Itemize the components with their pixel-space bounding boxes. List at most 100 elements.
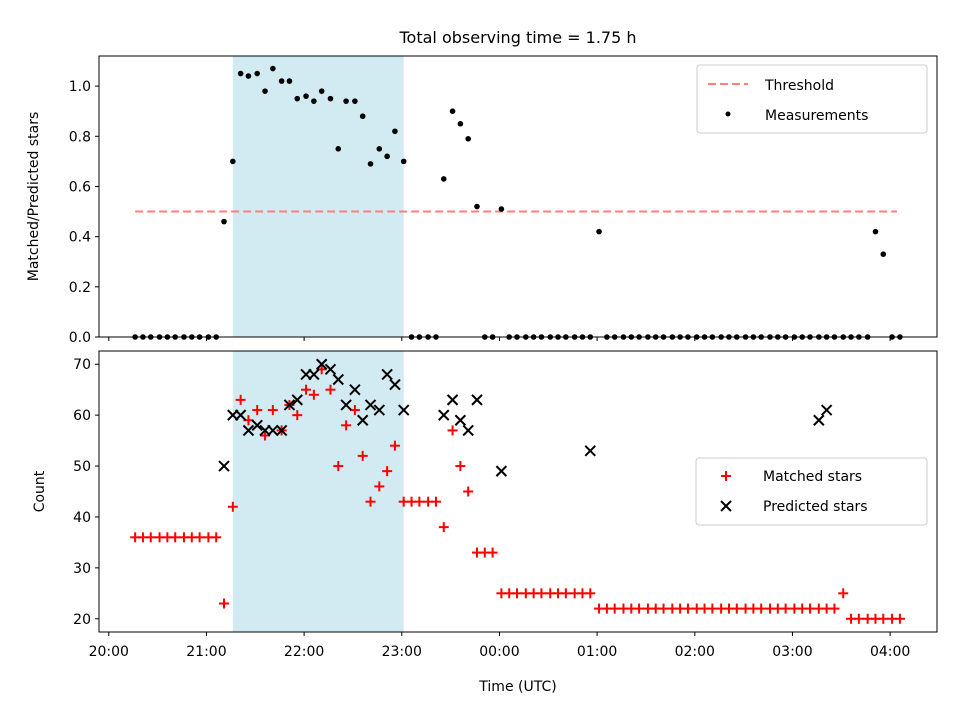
matched-star-marker (707, 603, 718, 614)
predicted-star-marker (373, 404, 386, 416)
matched-star-marker (512, 588, 523, 599)
predicted-star-marker (283, 399, 296, 411)
measurement-point (440, 176, 447, 182)
matched-star-marker (170, 532, 181, 543)
counts-y-axis-label: Count (32, 470, 48, 512)
y-tick-label: 70 (73, 357, 91, 373)
x-axis-label: Time (UTC) (478, 679, 556, 695)
matched-star-marker (145, 532, 156, 543)
predicted-star-marker (356, 414, 369, 426)
matched-star-marker (227, 501, 238, 512)
predicted-star-marker (234, 409, 247, 421)
measurement-point (270, 65, 276, 72)
y-tick-label: 30 (73, 561, 91, 577)
measurement-point (262, 88, 268, 94)
x-tick-label: 01:00 (577, 644, 617, 660)
matched-star-marker (560, 588, 571, 599)
matched-star-marker (780, 603, 791, 614)
measurement-point (449, 108, 456, 114)
matched-star-marker (463, 486, 474, 497)
measurement-point (498, 206, 505, 212)
x-tick-label: 23:00 (382, 644, 422, 660)
matched-star-marker (374, 481, 385, 492)
measurement-point (221, 218, 227, 225)
predicted-star-marker (813, 414, 825, 426)
matched-star-marker (341, 420, 352, 431)
legend-threshold-label: Threshold (764, 78, 834, 94)
matched-star-marker (292, 410, 303, 421)
measurement-point (596, 228, 602, 235)
legend-predicted-swatch (720, 500, 732, 512)
matched-star-marker (447, 425, 458, 436)
x-tick-label: 03:00 (772, 644, 812, 660)
legend-measurements-label: Measurements (765, 108, 868, 124)
ratio-panel: 0.0 0.2 0.4 0.6 0.8 1.0 Matched/Predicted sta… (26, 55, 938, 346)
y-tick-label: 0.0 (69, 330, 91, 346)
matched-star-marker (487, 547, 498, 558)
matched-star-marker (333, 461, 344, 472)
matched-star-marker (805, 603, 816, 614)
predicted-star-marker (454, 414, 467, 426)
matched-star-marker (252, 405, 263, 416)
matched-star-marker (211, 532, 222, 543)
y-tick-label: 50 (73, 459, 91, 475)
matched-star-marker (438, 522, 449, 533)
matched-star-marker (389, 440, 400, 451)
x-tick-label: 20:00 (89, 644, 129, 660)
predicted-star-marker (584, 445, 596, 457)
measurement-point (352, 98, 358, 104)
matched-star-marker (349, 405, 360, 416)
x-tick-label: 04:00 (870, 644, 910, 660)
predicted-star-marker (332, 373, 344, 386)
matched-star-marker (455, 461, 466, 472)
matched-star-marker (308, 389, 319, 400)
matched-star-marker (658, 603, 669, 614)
predicted-star-marker (275, 424, 288, 437)
matched-star-marker (756, 603, 767, 614)
ratio-y-axis-label: Matched/Predicted stars (26, 112, 42, 282)
measurement-point (245, 73, 252, 79)
ratio-legend-box (696, 64, 928, 134)
predicted-star-marker (242, 424, 255, 437)
legend-measurements-swatch (725, 111, 731, 117)
predicted-star-marker (462, 424, 474, 437)
measurement-point (311, 98, 317, 104)
predicted-star-marker (267, 424, 279, 437)
matched-star-marker (267, 405, 278, 416)
measurement-point (457, 120, 464, 127)
predicted-star-marker (218, 460, 230, 472)
measurement-point (318, 88, 325, 94)
observing-window-shade (232, 56, 404, 337)
measurement-point (278, 78, 285, 84)
counts-legend: Matched stars Predicted stars (695, 457, 928, 526)
legend-predicted-label: Predicted stars (763, 499, 868, 515)
matched-star-marker (219, 598, 230, 609)
predicted-star-marker (291, 394, 303, 406)
measurement-point (376, 146, 383, 152)
measurement-point (230, 158, 236, 165)
y-tick-label: 0.2 (69, 280, 91, 296)
measurement-point (303, 93, 309, 99)
counts-panel: 20 30 40 50 60 70 20:00 21:00 22:00 23:00 00:00 01:… (32, 350, 938, 695)
legend-matched-label: Matched stars (763, 469, 862, 485)
predicted-star-marker (471, 394, 483, 406)
observing-window-shade (232, 351, 404, 632)
matched-star-marker (414, 496, 425, 507)
x-tick-label: 22:00 (284, 644, 324, 660)
y-tick-label: 0.8 (69, 129, 91, 145)
matched-star-marker (301, 384, 312, 395)
matched-star-marker (731, 603, 742, 614)
predicted-star-marker (324, 363, 337, 376)
y-tick-label: 20 (73, 612, 91, 628)
figure-title: Total observing time = 1.75 h (398, 28, 636, 47)
matched-star-marker (536, 588, 547, 599)
measurement-point (392, 128, 398, 135)
predicted-star-marker (495, 465, 508, 477)
y-tick-label: 0.6 (69, 179, 91, 195)
matched-star-marker (829, 603, 840, 614)
measurement-point (400, 158, 407, 165)
ratio-plot-frame (98, 55, 938, 338)
predicted-star-marker (398, 404, 410, 416)
measurement-point (367, 161, 374, 167)
